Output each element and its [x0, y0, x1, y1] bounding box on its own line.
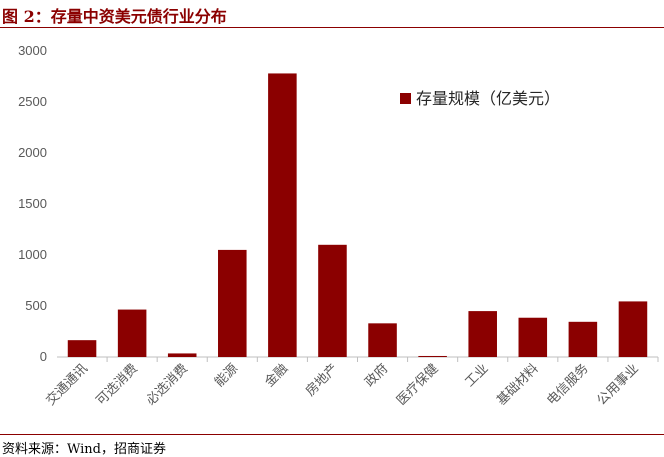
x-tick-label: 金融	[261, 361, 291, 391]
x-tick-label: 公用事业	[594, 361, 641, 408]
legend: 存量规模（亿美元）	[400, 89, 560, 108]
x-tick-label: 医疗保健	[394, 361, 441, 408]
y-tick-label: 1000	[18, 247, 47, 262]
x-tick-label: 政府	[362, 361, 391, 390]
bar-7	[368, 323, 397, 357]
x-tick-label: 能源	[212, 361, 241, 390]
bar-12	[618, 301, 648, 357]
x-tick-label: 可选消费	[94, 361, 141, 408]
legend-swatch	[400, 93, 411, 104]
y-tick-label: 2000	[18, 145, 47, 160]
bar-8	[418, 355, 447, 357]
bar-10	[518, 317, 548, 357]
bar-4	[218, 249, 247, 357]
y-tick-label: 2500	[18, 94, 47, 109]
y-tick-label: 3000	[18, 43, 47, 58]
bar-chart: 0 500 1000 1500 2000 2500 3000 交通通讯 可选消费 必选消费 能源金…	[18, 43, 659, 409]
chart-title: 图 2：存量中资美元债行业分布	[2, 7, 227, 26]
x-tick-label: 工业	[463, 361, 492, 390]
x-tick-label: 必选消费	[144, 361, 191, 408]
y-axis-labels: 0 500 1000 1500 2000 2500 3000	[18, 43, 47, 364]
y-tick-label: 500	[25, 298, 47, 313]
bar-1	[67, 340, 97, 357]
source-bar: 资料来源：Wind，招商证券	[0, 434, 664, 457]
x-tick-label: 交通通讯	[43, 361, 91, 409]
source-note: 资料来源：Wind，招商证券	[2, 442, 166, 457]
x-tick-label: 房地产	[302, 361, 341, 400]
x-tick-label: 电信服务	[544, 361, 592, 409]
y-tick-label: 0	[40, 349, 47, 364]
bars	[67, 73, 648, 357]
bar-6	[318, 244, 347, 357]
axes	[57, 356, 659, 362]
bar-3	[167, 353, 197, 357]
bar-2	[117, 309, 147, 357]
bar-9	[468, 311, 497, 357]
bar-5	[268, 73, 297, 357]
bar-11	[568, 321, 598, 357]
y-tick-label: 1500	[18, 196, 47, 211]
legend-label: 存量规模（亿美元）	[416, 89, 560, 108]
x-axis-labels: 交通通讯 可选消费 必选消费 能源 金融 房地产 政府 医疗保健 工业 基础材料 电信服务 公用事业	[43, 361, 642, 409]
x-tick-label: 基础材料	[494, 361, 541, 408]
title-bar: 图 2：存量中资美元债行业分布	[0, 0, 664, 28]
